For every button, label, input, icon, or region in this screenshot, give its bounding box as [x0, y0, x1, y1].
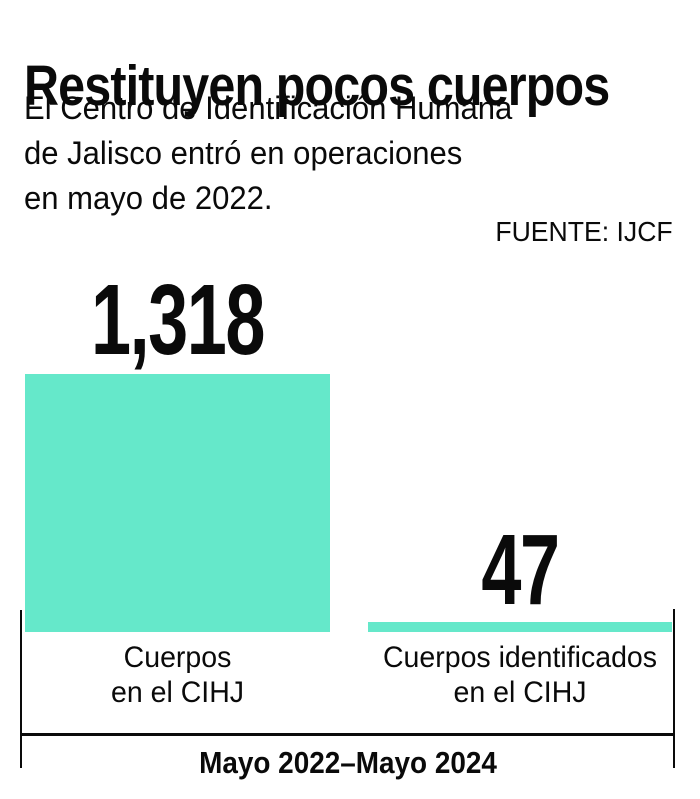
bar-category-label-cuerpos: Cuerpos en el CIHJ: [33, 640, 323, 710]
chart-subtitle: El Centro de Identificación Humana de Ja…: [24, 86, 512, 221]
category-line-2: en el CIHJ: [453, 676, 587, 709]
category-line-1: Cuerpos identificados: [382, 641, 658, 674]
bar-value-label-identificados: 47: [481, 514, 560, 626]
axis-baseline: [20, 733, 675, 736]
source-credit: FUENTE: IJCF: [495, 216, 673, 247]
axis-bracket-right-line: [673, 609, 675, 768]
bar-value-label-cuerpos: 1,318: [91, 264, 265, 376]
subtitle-line-2: de Jalisco entró en operaciones: [24, 135, 463, 171]
category-line-1: Cuerpos: [123, 641, 232, 674]
subtitle-line-3: en mayo de 2022.: [24, 180, 273, 216]
bar-cuerpos-identificados: [368, 622, 672, 632]
bar-category-label-identificados: Cuerpos identificados en el CIHJ: [376, 640, 665, 710]
category-line-2: en el CIHJ: [110, 676, 245, 709]
subtitle-line-1: El Centro de Identificación Humana: [24, 90, 513, 126]
x-axis-label: Mayo 2022–Mayo 2024: [199, 745, 497, 780]
bar-cuerpos-en-el-cihj: [25, 374, 330, 632]
axis-bracket-left-line: [20, 610, 22, 768]
chart-title: Restituyen pocos cuerpos: [24, 54, 610, 119]
